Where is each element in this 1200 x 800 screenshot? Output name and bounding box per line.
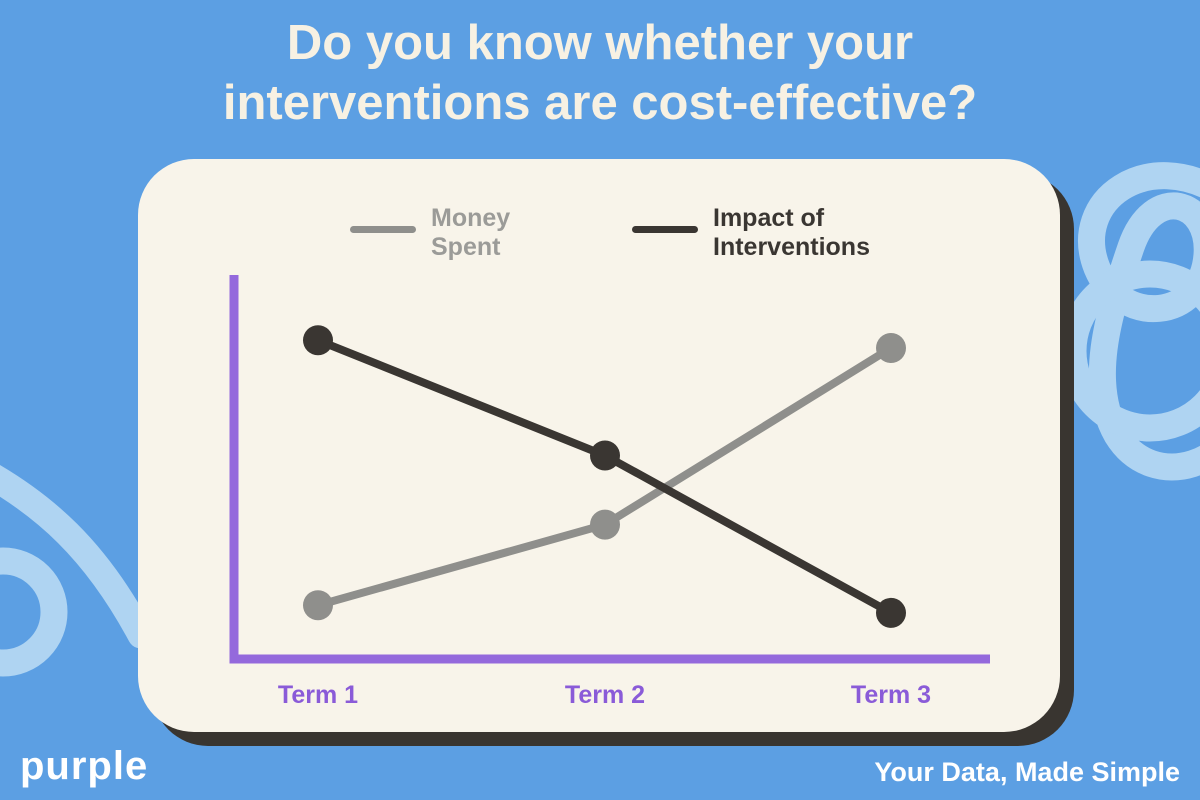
title-line-2: interventions are cost-effective?: [222, 75, 978, 130]
legend-money-label: Money Spent: [431, 204, 510, 261]
legend-impact-label: Impact of Interventions: [713, 204, 870, 261]
legend-money-line-2: Spent: [431, 232, 501, 261]
legend-impact-line-1: Impact of: [713, 204, 825, 232]
legend-item-money-spent: Money Spent: [350, 204, 510, 261]
brand-logo: purple: [20, 744, 149, 788]
right-squiggle-decoration: [1059, 162, 1200, 481]
legend-impact-line-2: Interventions: [713, 232, 870, 261]
left-squiggle-loop: [0, 547, 68, 677]
page-title: Do you know whether your interventions a…: [0, 14, 1200, 134]
chart-card: [138, 159, 1060, 732]
x-tick-term-3: Term 3: [850, 681, 932, 709]
legend-money-line-1: Money: [431, 204, 511, 232]
impact-swatch: [632, 226, 698, 233]
money-spent-swatch: [350, 226, 416, 233]
right-squiggle-path: [1078, 162, 1200, 481]
x-tick-term-1: Term 1: [277, 681, 359, 709]
brand-tagline: Your Data, Made Simple: [874, 757, 1180, 787]
right-squiggle-loop: [1059, 260, 1200, 442]
left-squiggle-decoration: [0, 465, 155, 677]
title-line-1: Do you know whether your: [286, 16, 914, 70]
legend-item-impact: Impact of Interventions: [632, 204, 870, 261]
left-squiggle-path: [0, 465, 155, 649]
x-tick-term-2: Term 2: [564, 681, 646, 709]
